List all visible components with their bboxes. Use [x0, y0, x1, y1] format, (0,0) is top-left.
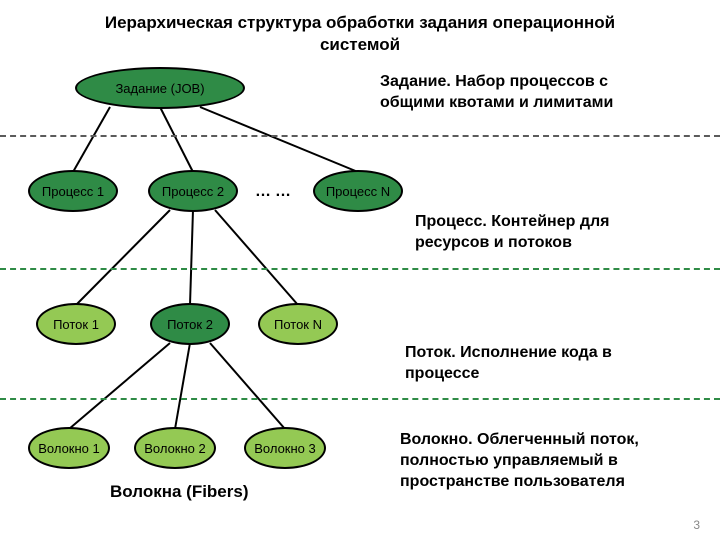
- separator-0: [0, 135, 720, 137]
- node-fib1: Волокно 1: [28, 427, 110, 469]
- node-proc2: Процесс 2: [148, 170, 238, 212]
- desc-job: Задание. Набор процессов собщими квотами…: [380, 72, 613, 114]
- separator-1: [0, 268, 720, 270]
- desc-thread: Поток. Исполнение кода впроцессе: [405, 343, 612, 385]
- node-proc1: Процесс 1: [28, 170, 118, 212]
- node-th1: Поток 1: [36, 303, 116, 345]
- desc-fiber: Волокно. Облегченный поток,полностью упр…: [400, 430, 639, 492]
- diagram-title: Иерархическая структура обработки задани…: [0, 12, 720, 56]
- node-fib2: Волокно 2: [134, 427, 216, 469]
- node-job: Задание (JOB): [75, 67, 245, 109]
- ellipsis: ……: [255, 183, 295, 201]
- node-thN: Поток N: [258, 303, 338, 345]
- node-procN: Процесс N: [313, 170, 403, 212]
- node-fib3: Волокно 3: [244, 427, 326, 469]
- fibers-caption: Волокна (Fibers): [110, 482, 249, 502]
- separator-2: [0, 398, 720, 400]
- desc-process: Процесс. Контейнер дляресурсов и потоков: [415, 212, 609, 254]
- page-number: 3: [693, 518, 700, 532]
- node-th2: Поток 2: [150, 303, 230, 345]
